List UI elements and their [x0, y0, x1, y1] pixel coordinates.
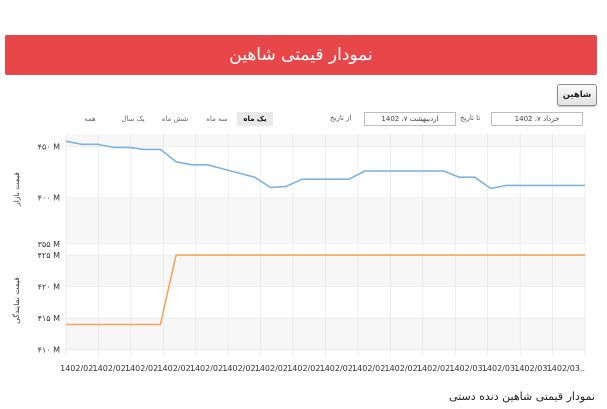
x-tick-label: 1402/02.. — [352, 364, 390, 373]
market-price-series-line — [65, 140, 585, 190]
y-tick-label: ۴۲۰ M — [38, 283, 60, 292]
y-tick-label: ۳۵۵ M — [38, 240, 60, 249]
chart-caption: نمودار قیمتی شاهین دنده دستی — [449, 390, 595, 403]
price-chart-panel: ۳۵۵ M ۴۰۰ M ۴۵۰ M قیمت بازار ۴۱۰ M ۴۱۵ M ۴۲۰ M… — [5, 104, 597, 380]
car-filter-button[interactable]: شاهین — [557, 84, 597, 106]
x-tick-label: 1402/02.. — [287, 364, 325, 373]
x-tick-label: 1402/02.. — [320, 364, 358, 373]
range-button-all[interactable]: همه — [84, 115, 96, 123]
range-button-three-months[interactable]: سه ماه — [206, 115, 228, 123]
y-tick-label: ۴۰۰ M — [38, 194, 60, 203]
x-tick-label: 1402/02.. — [222, 364, 260, 373]
x-tick-label: 1402/02.. — [93, 364, 131, 373]
x-tick-label: 1402/03.. — [547, 364, 585, 373]
from-date-input[interactable] — [364, 112, 456, 126]
x-tick-label: 1402/02.. — [60, 364, 98, 373]
y-tick-label: ۴۲۵ M — [38, 251, 60, 260]
y-tick-label: ۴۱۵ M — [38, 314, 60, 323]
to-date-input[interactable] — [491, 112, 583, 126]
x-tick-label: 1402/02.. — [157, 364, 195, 373]
from-date-label: از تاریخ — [330, 114, 352, 122]
chart-title-banner: نمودار قیمتی شاهین — [5, 35, 597, 75]
x-tick-label: 1402/02.. — [255, 364, 293, 373]
y-tick-label: ۴۱۰ M — [38, 346, 60, 355]
y-axis-title: قیمت بازار — [12, 172, 21, 207]
x-tick-label: 1402/03.. — [514, 364, 552, 373]
x-tick-label: 1402/02.. — [190, 364, 228, 373]
range-button-six-months[interactable]: شش ماه — [161, 115, 189, 123]
range-button-one-year[interactable]: یک سال — [121, 115, 145, 123]
range-button-one-month[interactable]: یک ماه — [237, 112, 273, 126]
x-tick-label: 1402/02.. — [417, 364, 455, 373]
y-tick-label: ۴۵۰ M — [38, 142, 60, 151]
factory-price-series-line — [66, 254, 585, 326]
y-axis-title: قیمت نمایندگی — [12, 277, 21, 324]
price-chart: ۳۵۵ M ۴۰۰ M ۴۵۰ M قیمت بازار ۴۱۰ M ۴۱۵ M ۴۲۰ M… — [12, 134, 586, 373]
x-tick-label: 1402/02.. — [125, 364, 163, 373]
x-tick-label: 1402/02.. — [384, 364, 422, 373]
x-tick-label: 1402/03.. — [482, 364, 520, 373]
x-tick-label: 1402/03.. — [449, 364, 487, 373]
to-date-label: تا تاریخ — [460, 114, 481, 122]
banner-title: نمودار قیمتی شاهین — [229, 45, 373, 65]
